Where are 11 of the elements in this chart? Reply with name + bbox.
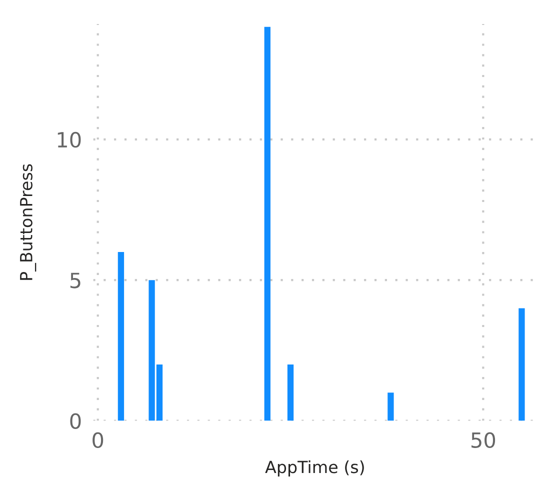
y-tick-label: 5 — [70, 272, 80, 288]
bar — [264, 26, 270, 421]
y-tick-label: 0 — [70, 413, 81, 429]
bar — [388, 392, 394, 421]
x-tick-label: 50 — [472, 432, 496, 448]
y-tick-label: 10 — [58, 132, 81, 148]
x-axis-title: AppTime (s) — [265, 460, 364, 477]
bar — [118, 252, 124, 421]
bar — [518, 308, 525, 421]
y-axis-title: P_ButtonPress — [20, 164, 36, 280]
bar — [287, 364, 294, 421]
